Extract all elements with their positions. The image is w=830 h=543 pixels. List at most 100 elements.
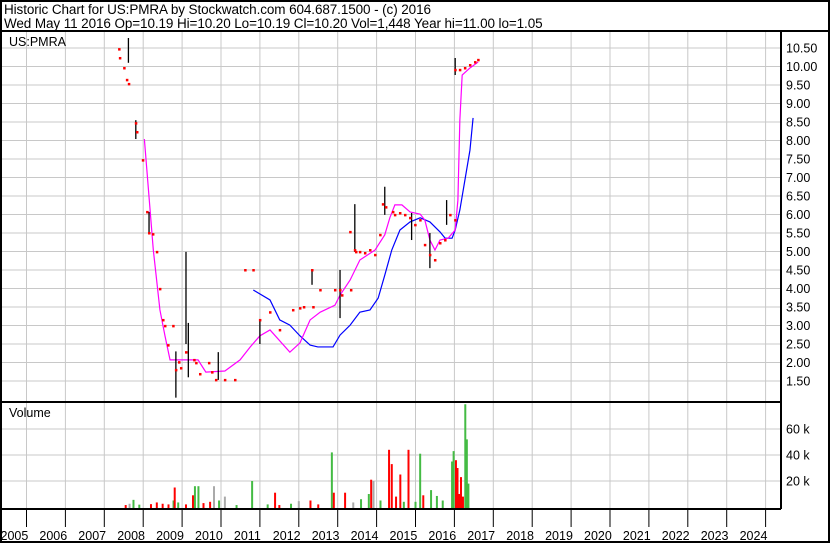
close-point bbox=[423, 243, 427, 247]
close-point bbox=[223, 378, 227, 382]
price-tick-label: 2.00 bbox=[786, 356, 810, 370]
volume-tick-label: 40 k bbox=[786, 449, 810, 463]
volume-tick-label: 20 k bbox=[786, 475, 810, 489]
close-point bbox=[384, 206, 388, 209]
price-tick-label: 10.50 bbox=[786, 42, 817, 56]
close-point bbox=[207, 361, 211, 365]
close-point bbox=[141, 159, 145, 162]
year-tick-label: 2006 bbox=[39, 529, 67, 543]
close-point bbox=[125, 78, 129, 82]
close-point bbox=[167, 344, 170, 347]
year-tick-label: 2023 bbox=[701, 529, 729, 543]
close-point bbox=[428, 253, 432, 257]
year-tick-label: 2009 bbox=[156, 529, 184, 543]
close-point bbox=[214, 378, 218, 382]
price-tick-label: 4.50 bbox=[786, 264, 810, 278]
year-tick-label: 2022 bbox=[662, 529, 690, 543]
close-point bbox=[454, 68, 457, 72]
volume-tick-label: 60 k bbox=[786, 423, 810, 437]
close-point bbox=[439, 241, 442, 245]
price-series bbox=[118, 38, 480, 398]
volume-panel-label: Volume bbox=[9, 406, 51, 420]
close-point bbox=[477, 58, 480, 62]
close-point bbox=[398, 212, 402, 215]
close-point bbox=[177, 361, 181, 364]
year-tick-label: 2016 bbox=[428, 529, 456, 543]
close-point bbox=[135, 130, 139, 134]
price-tick-label: 8.50 bbox=[786, 116, 810, 130]
price-tick-label: 7.00 bbox=[786, 171, 810, 185]
year-tick-label: 2015 bbox=[390, 529, 418, 543]
close-point bbox=[393, 213, 397, 217]
quote-summary: Wed May 11 2016 Op=10.19 Hi=10.20 Lo=10.… bbox=[4, 16, 543, 31]
close-point bbox=[353, 249, 357, 252]
price-tick-label: 10.00 bbox=[786, 60, 817, 74]
close-point bbox=[244, 269, 247, 272]
close-point bbox=[193, 358, 196, 362]
price-tick-label: 5.00 bbox=[786, 245, 810, 259]
close-point bbox=[258, 318, 262, 322]
year-tick-label: 2010 bbox=[195, 529, 223, 543]
close-point bbox=[454, 219, 457, 222]
close-point bbox=[148, 232, 151, 235]
chart-title: Historic Chart for US:PMRA by Stockwatch… bbox=[4, 2, 431, 17]
year-tick-label: 2014 bbox=[351, 529, 379, 543]
price-tick-label: 3.50 bbox=[786, 301, 810, 315]
year-tick-label: 2018 bbox=[506, 529, 534, 543]
close-point bbox=[349, 288, 353, 292]
price-tick-label: 2.50 bbox=[786, 338, 810, 352]
close-point bbox=[179, 367, 183, 370]
close-point bbox=[449, 213, 452, 217]
close-point bbox=[349, 230, 352, 234]
close-point bbox=[118, 56, 122, 60]
close-point bbox=[468, 64, 472, 67]
year-tick-label: 2019 bbox=[545, 529, 573, 543]
moving-average-short-line bbox=[143, 61, 479, 373]
close-point bbox=[146, 210, 149, 214]
close-point bbox=[172, 324, 175, 328]
price-panel-label: US:PMRA bbox=[9, 35, 67, 49]
close-point bbox=[302, 306, 306, 309]
close-point bbox=[381, 203, 385, 206]
close-point bbox=[123, 66, 126, 70]
year-tick-label: 2020 bbox=[584, 529, 612, 543]
close-point bbox=[444, 239, 447, 242]
price-tick-label: 4.00 bbox=[786, 282, 810, 296]
close-point bbox=[474, 61, 477, 64]
grid bbox=[2, 31, 781, 509]
close-point bbox=[339, 288, 342, 292]
year-tick-label: 2013 bbox=[312, 529, 340, 543]
year-tick-label: 2024 bbox=[740, 529, 768, 543]
close-point bbox=[174, 368, 178, 372]
price-tick-label: 6.00 bbox=[786, 208, 810, 222]
close-point bbox=[311, 269, 314, 272]
close-point bbox=[155, 250, 159, 254]
close-point bbox=[368, 249, 372, 252]
close-point bbox=[184, 351, 188, 354]
close-point bbox=[358, 250, 362, 254]
price-tick-label: 7.50 bbox=[786, 153, 810, 167]
close-point bbox=[151, 233, 155, 236]
close-point bbox=[162, 318, 165, 322]
close-point bbox=[403, 213, 407, 217]
volume-bars bbox=[124, 404, 470, 509]
year-tick-label: 2008 bbox=[117, 529, 145, 543]
price-tick-label: 6.50 bbox=[786, 190, 810, 204]
close-point bbox=[409, 216, 412, 220]
close-point bbox=[379, 233, 382, 237]
close-point bbox=[463, 66, 467, 70]
close-point bbox=[269, 311, 272, 314]
close-point bbox=[419, 219, 422, 222]
year-tick-label: 2017 bbox=[467, 529, 495, 543]
close-point bbox=[163, 324, 167, 328]
close-point bbox=[458, 68, 462, 72]
close-point bbox=[234, 378, 237, 382]
close-point bbox=[312, 306, 315, 309]
close-point bbox=[319, 288, 322, 292]
price-tick-label: 3.00 bbox=[786, 319, 810, 333]
close-point bbox=[354, 250, 358, 254]
axes: 10.50 10.00 9.50 9.00 8.50 8.00 7.50 7.00 6.50 6.… bbox=[0, 30, 830, 543]
close-point bbox=[198, 372, 202, 376]
close-point bbox=[118, 48, 121, 51]
